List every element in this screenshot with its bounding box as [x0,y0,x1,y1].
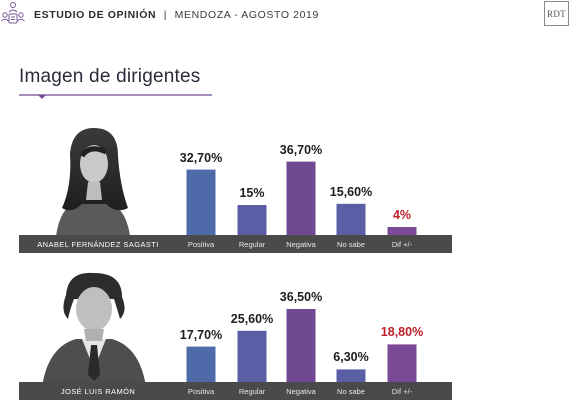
category-label: Positiva [187,240,215,249]
value-label: 36,50% [279,290,323,304]
rdt-logo: RDT [544,1,569,26]
person-name: JOSÉ LUIS RAMÓN [60,387,136,396]
bar-negativa [286,309,316,382]
report-title: ESTUDIO DE OPINIÓN [34,9,157,21]
category-label: No sabe [337,387,365,396]
category-label: Regular [238,387,266,396]
value-label: 25,60% [230,311,274,326]
person-name: ANABEL FERNÁNDEZ SAGASTI [37,240,159,249]
chart-panel-2: 17,70% 25,60% 36,50% 6,30% 18,80% JOSÉ LUIS R… [0,267,570,402]
bar-positiva [186,169,216,235]
value-label: 4% [392,208,412,222]
report-subtitle: MENDOZA - AGOSTO 2019 [174,9,319,21]
chart-svg-2 [19,309,452,400]
bar-dif [387,227,417,235]
category-label: No sabe [337,240,365,249]
category-label: Dif +/- [391,240,413,249]
bar-regular [237,205,267,235]
value-label: 15,60% [329,184,373,199]
value-label: 36,70% [279,142,323,157]
portrait-woman-icon [56,128,130,236]
bar-no-sabe [336,369,366,382]
value-label: 17,70% [179,327,223,342]
portrait-man-icon [42,272,146,387]
report-header: ESTUDIO DE OPINIÓN | MENDOZA - AGOSTO 20… [34,9,319,21]
header-separator: | [163,9,168,21]
chart-panel-1: 32,70% 15% 36,70% 15,60% 4% ANABEL FERNÁNDEZ … [0,120,570,255]
category-label: Regular [238,240,266,249]
category-axis-band [19,235,452,253]
chart-svg-1 [19,161,452,253]
category-axis-band [19,382,452,400]
value-label: 32,70% [179,150,223,165]
category-label: Negativa [286,240,316,249]
category-label: Negativa [286,387,316,396]
bar-positiva [186,346,216,382]
value-label: 15% [239,186,265,200]
value-label: 18,80% [380,325,424,340]
bar-dif [387,344,417,382]
bar-negativa [286,161,316,235]
category-label: Positiva [187,387,215,396]
value-label: 6,30% [333,350,369,365]
title-underline [19,94,212,99]
section-title: Imagen de dirigentes [19,66,201,87]
category-label: Dif +/- [391,387,413,396]
bar-regular [237,330,267,382]
survey-people-icon [1,2,25,24]
bar-no-sabe [336,203,366,235]
